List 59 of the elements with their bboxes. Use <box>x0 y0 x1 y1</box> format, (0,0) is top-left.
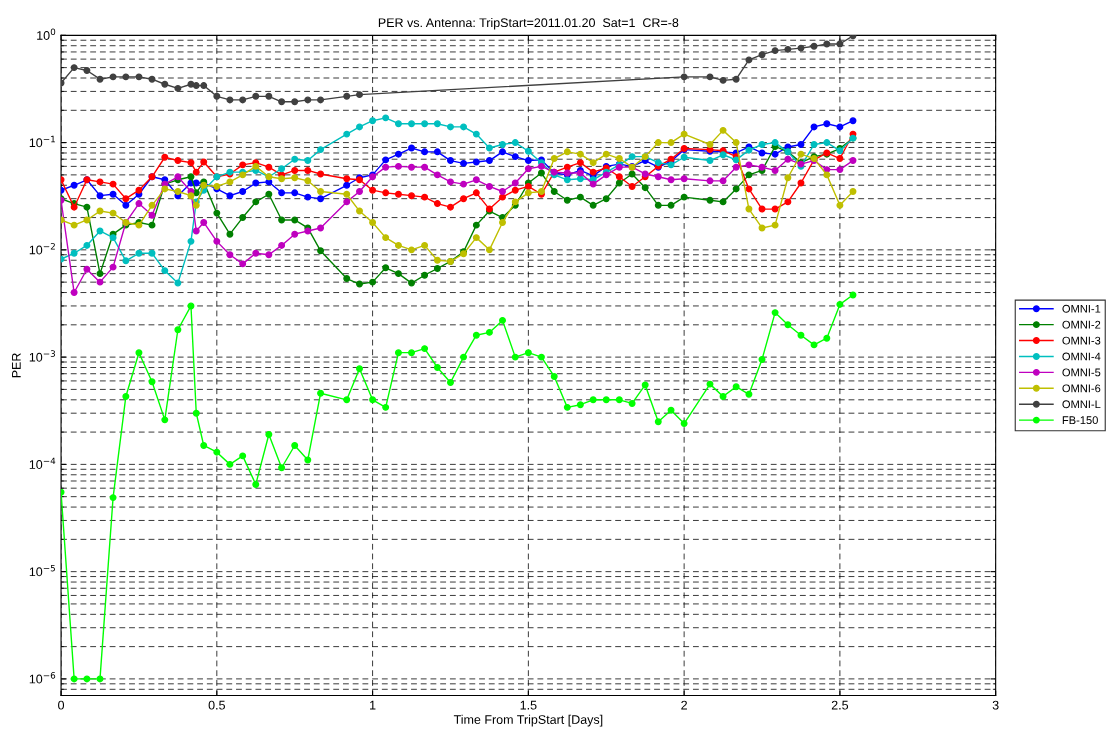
point <box>732 75 740 83</box>
point <box>291 98 299 106</box>
point <box>745 56 753 64</box>
x-tick-label: 2 <box>681 700 687 710</box>
point <box>771 47 779 55</box>
point <box>343 92 351 100</box>
x-tick-label: 1.5 <box>520 700 537 710</box>
point <box>252 92 260 100</box>
point <box>304 96 312 104</box>
x-tick-label: 2.5 <box>831 700 849 710</box>
x-tick-label: 3 <box>992 700 999 710</box>
point <box>239 96 247 104</box>
point <box>278 98 286 106</box>
legend-label: OMNI-5 <box>1062 368 1101 377</box>
point <box>192 82 200 90</box>
legend-label: OMNI-3 <box>1062 336 1101 345</box>
point <box>174 84 182 92</box>
legend-label: OMNI-4 <box>1062 352 1101 361</box>
point <box>226 96 234 104</box>
x-axis-title: Time From TripStart [Days] <box>453 714 603 727</box>
point <box>706 73 714 81</box>
chart-title: PER vs. Antenna: TripStart=2011.01.20 Sat=1 CR=-8 <box>378 17 679 30</box>
point <box>135 73 143 81</box>
y-tick-label: 10$^{−6}$ <box>29 672 56 684</box>
point <box>810 42 818 50</box>
point <box>213 92 221 100</box>
point <box>823 40 831 48</box>
y-tick-label: 10$^{−1}$ <box>29 135 55 148</box>
point <box>265 92 273 100</box>
x-tick-label: 0.5 <box>208 700 225 710</box>
point <box>122 73 130 81</box>
y-axis-title: PER <box>12 353 21 378</box>
point <box>83 67 91 74</box>
y-tick-label: 10$^{−4}$ <box>29 457 56 469</box>
point <box>96 75 104 83</box>
y-tick-label: 10$^{0}$ <box>37 28 56 40</box>
point <box>200 82 208 90</box>
legend-label: OMNI-L <box>1062 400 1101 409</box>
point <box>70 64 78 72</box>
point <box>758 51 766 59</box>
point <box>317 96 325 104</box>
point <box>187 80 195 88</box>
point <box>680 73 688 81</box>
x-tick-label: 0 <box>58 700 65 710</box>
legend-label: OMNI-1 <box>1062 304 1101 313</box>
point <box>784 45 792 53</box>
point <box>797 44 805 52</box>
point <box>161 80 169 88</box>
y-tick-label: 10$^{−2}$ <box>29 243 55 255</box>
legend-label: OMNI-2 <box>1062 320 1101 329</box>
legend-label: OMNI-6 <box>1062 384 1101 393</box>
point <box>148 75 156 83</box>
point <box>109 73 117 81</box>
point <box>356 91 363 99</box>
legend-label: FB-150 <box>1062 416 1098 425</box>
y-tick-label: 10$^{−5}$ <box>29 564 55 577</box>
x-tick-label: 1 <box>370 700 376 710</box>
point <box>719 76 727 84</box>
y-tick-label: 10$^{−3}$ <box>29 350 56 362</box>
